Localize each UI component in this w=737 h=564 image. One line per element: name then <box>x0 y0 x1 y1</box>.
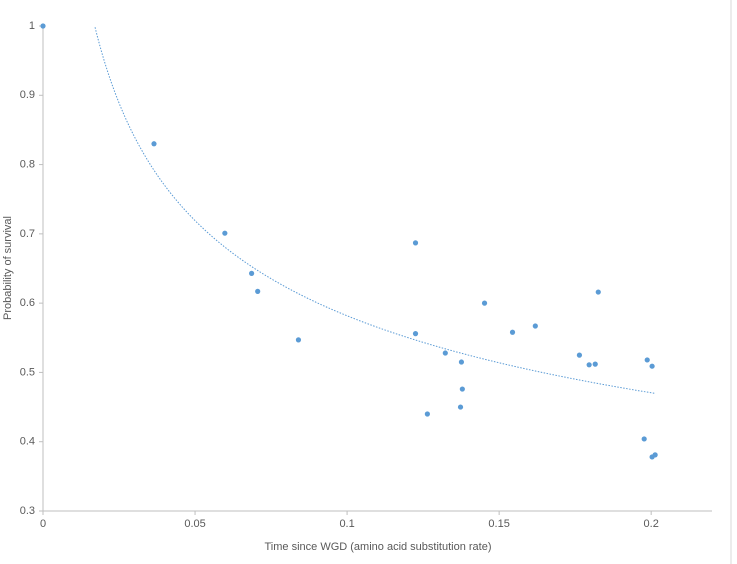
y-tick-label: 0.9 <box>20 89 35 101</box>
point <box>458 359 465 365</box>
point <box>249 270 255 276</box>
point <box>151 141 157 147</box>
y-tick-label: 0.4 <box>20 436 35 448</box>
y-tick-label: 1 <box>29 20 35 32</box>
point <box>586 362 592 368</box>
x-tick-label: 0.1 <box>339 518 354 530</box>
x-tick-label: 0.15 <box>488 518 509 530</box>
point <box>532 323 538 329</box>
point <box>459 386 465 392</box>
x-axis-label: Time since WGD (amino acid substitution … <box>265 541 492 553</box>
point <box>481 300 488 306</box>
x-tick-label: 0.2 <box>644 518 659 530</box>
point <box>255 288 261 294</box>
point <box>644 357 650 363</box>
point <box>509 329 516 335</box>
point <box>652 452 658 458</box>
point <box>457 404 464 410</box>
x-tick-label: 0.05 <box>184 518 205 530</box>
x-tick-label: 0 <box>40 518 46 530</box>
point <box>641 436 647 442</box>
point <box>649 363 655 369</box>
point <box>412 331 419 337</box>
point <box>592 361 598 367</box>
point <box>424 411 430 417</box>
y-tick-label: 0.6 <box>20 297 35 309</box>
y-axis-label: Probability of survival <box>2 216 14 320</box>
point <box>442 350 448 356</box>
y-tick-label: 0.7 <box>20 228 35 240</box>
trendline <box>94 26 656 394</box>
point <box>412 240 419 246</box>
y-tick-label: 0.8 <box>20 158 35 170</box>
y-tick-label: 0.5 <box>20 366 35 378</box>
point <box>576 352 583 358</box>
point <box>222 230 228 236</box>
y-tick-label: 0.3 <box>20 505 35 517</box>
point <box>295 337 302 343</box>
point <box>595 289 601 295</box>
point <box>40 23 46 29</box>
